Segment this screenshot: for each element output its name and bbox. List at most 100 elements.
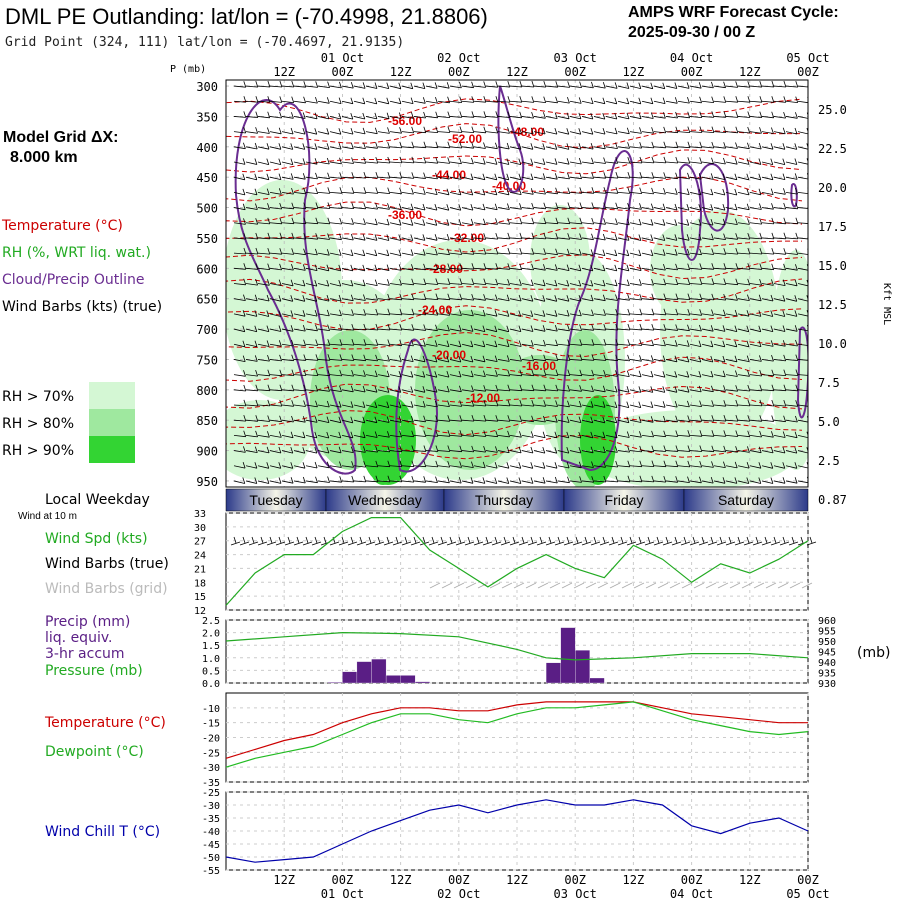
wind-barb-feather <box>458 355 462 363</box>
wind-barb-shaft <box>617 237 630 241</box>
true-wind-barb-feather <box>251 536 255 544</box>
wind-barb-feather <box>638 112 642 119</box>
bottom-date-label: 05 Oct <box>786 887 829 900</box>
wind-barb-feather <box>651 475 655 483</box>
wind-barb-shaft <box>281 283 294 287</box>
wind-barb-shaft <box>797 313 808 317</box>
wind-barb-feather <box>386 218 390 226</box>
grid-wind-barb <box>525 582 537 589</box>
wind-barb-feather <box>794 431 798 438</box>
wind-barb-feather <box>795 369 799 376</box>
wind-barb-shaft <box>737 374 750 377</box>
wind-barb-feather <box>290 143 294 150</box>
wind-barb-shaft <box>701 161 714 165</box>
wind-barb-feather <box>266 310 270 317</box>
wind-barb-feather <box>579 385 582 392</box>
wind-barb-shaft <box>413 161 426 164</box>
precip-bar <box>327 682 343 684</box>
wind-barb-shaft <box>341 222 354 225</box>
wind-barb-shaft <box>437 328 450 332</box>
wind-barb-shaft <box>569 207 582 209</box>
wind-barb-feather <box>687 248 690 256</box>
wind-barb-feather <box>435 400 438 408</box>
true-wind-barb <box>230 541 241 546</box>
wind-barb-shaft <box>533 100 546 103</box>
wind-barb-shaft <box>545 359 558 361</box>
wind-barb-feather <box>663 475 667 483</box>
wind-barb-feather <box>339 339 343 346</box>
wind-barb-feather <box>771 203 774 210</box>
wind-barb-feather <box>794 446 798 454</box>
wind-barb-shaft <box>293 283 305 287</box>
wind-barb-shaft <box>257 359 270 362</box>
wind-barb-shaft <box>317 298 330 302</box>
wind-barb-shaft <box>737 131 750 134</box>
wind-barb-feather <box>326 431 330 439</box>
wind-barb-shaft <box>749 374 762 377</box>
wind-barb-shaft <box>329 313 342 317</box>
wind-barb-shaft <box>281 434 294 439</box>
bottom-time-label: 00Z <box>797 873 819 887</box>
true-wind-barb-feather <box>233 536 237 544</box>
true-wind-barb <box>347 541 358 546</box>
wind-barb-shaft <box>785 450 797 454</box>
wind-barb-feather <box>723 293 727 301</box>
wind-barb-shaft <box>557 161 570 165</box>
wind-barb-feather <box>531 111 534 119</box>
wind-barb-shaft <box>401 116 414 119</box>
wind-barb-shaft <box>725 146 738 149</box>
wind-barb-feather <box>399 172 403 179</box>
wind-barb-shaft <box>317 313 330 317</box>
wind-barb-shaft <box>497 207 510 210</box>
wind-barb-feather <box>639 127 642 134</box>
wind-barb-feather <box>783 248 787 255</box>
wind-barb-shaft <box>737 328 749 333</box>
temp-tick-label: -25 <box>202 748 220 759</box>
wind-barb-shaft <box>701 343 713 348</box>
wind-barb-feather <box>614 234 618 241</box>
wind-barb-shaft <box>449 389 462 393</box>
weekday-label: Saturday <box>718 492 774 508</box>
wind-barb-feather <box>326 112 330 120</box>
wind-barb-shaft <box>461 328 474 332</box>
wind-barb-shaft <box>473 419 486 422</box>
pressure-tick-label: 400 <box>196 141 218 155</box>
true-wind-barb <box>617 541 628 546</box>
wind-barb-feather <box>734 325 738 332</box>
wind-barb-feather <box>483 126 487 133</box>
wind-barb-shaft <box>353 131 366 135</box>
wind-barb-shaft <box>737 359 750 362</box>
wind-barb-shaft <box>245 237 258 240</box>
wind-barb-feather <box>795 80 799 88</box>
wind-barb-feather <box>483 445 486 453</box>
grid-wind-barb <box>657 582 669 589</box>
wind-barb-shaft <box>773 85 786 88</box>
true-wind-barb-feather <box>440 536 444 544</box>
wind-barb-shaft <box>701 404 714 407</box>
wind-barb-shaft <box>245 374 258 377</box>
wind-barb-feather <box>686 234 690 241</box>
legend-temperature: Temperature (°C) <box>1 218 123 234</box>
wind-barb-shaft <box>365 434 378 438</box>
wind-barb-shaft <box>329 480 342 483</box>
wind-barb-feather <box>591 172 595 179</box>
wind-barb-shaft <box>701 116 714 118</box>
rh90-swatch <box>89 436 135 463</box>
wind-barb-feather <box>435 111 439 118</box>
wind-barb-shaft <box>641 222 654 226</box>
wind-barb-shaft <box>629 434 642 438</box>
wind-barb-shaft <box>245 161 257 165</box>
wind-barb-shaft <box>653 252 666 256</box>
wind-barb-feather <box>662 234 666 241</box>
wind-barb-feather <box>746 158 750 165</box>
wind-barb-shaft <box>473 85 486 88</box>
wind-barb-shaft <box>701 313 714 316</box>
wind-barb-shaft <box>305 283 317 287</box>
wind-barb-feather <box>734 477 738 484</box>
wind-barb-shaft <box>293 313 306 317</box>
wind-barb-feather <box>734 203 738 211</box>
wind-barb-shaft <box>425 480 438 483</box>
wind-barb-shaft <box>449 343 461 348</box>
true-wind-barb <box>374 541 385 546</box>
wind-barb-shaft <box>761 374 774 377</box>
